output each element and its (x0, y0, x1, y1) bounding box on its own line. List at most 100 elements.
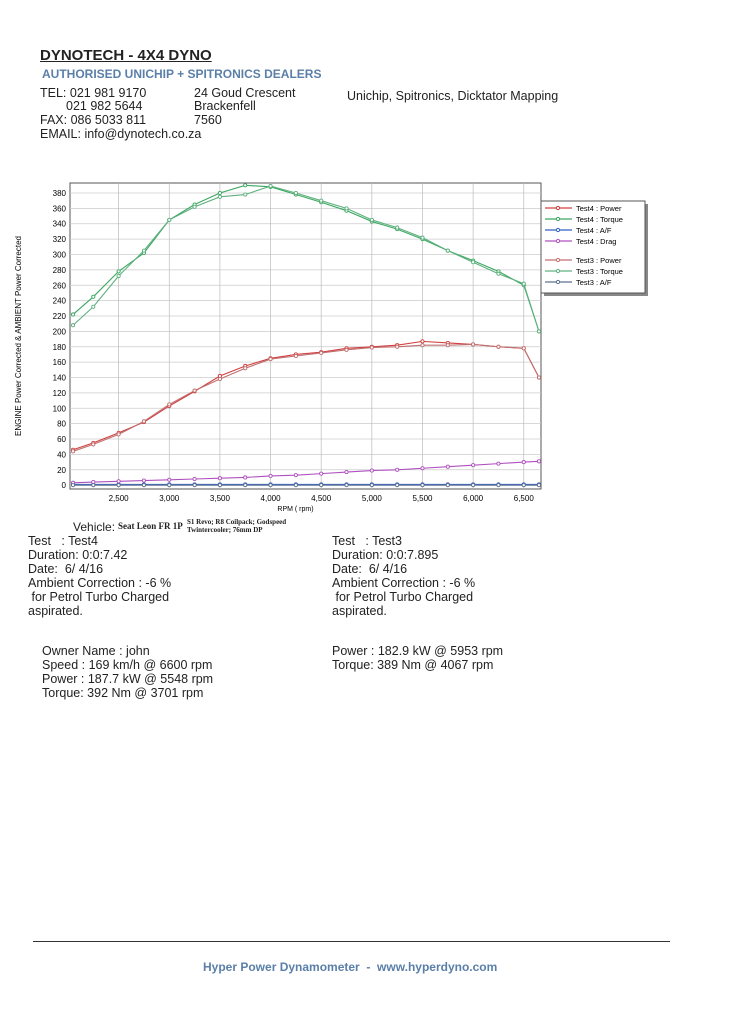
point (192, 483, 197, 488)
point (268, 483, 273, 488)
point (70, 323, 76, 328)
y-tick-label: 120 (53, 389, 67, 398)
point (116, 269, 121, 274)
line: Test : Test3 (332, 534, 402, 548)
line: Date: 6/ 4/16 (332, 562, 408, 576)
legend-dot (555, 268, 561, 274)
y-tick-label: 20 (57, 466, 66, 475)
y-tick-label: 80 (57, 420, 66, 429)
y-tick-label: 240 (53, 297, 67, 306)
x-tick-label: 2,500 (109, 494, 130, 503)
point (91, 442, 96, 447)
point (217, 190, 222, 196)
line: for Petrol Turbo Charged (28, 590, 170, 604)
point (167, 477, 172, 482)
legend-dot (555, 257, 561, 263)
test4: Test : Test4 Duration: 0:0:7.42 Date: 6/ 4… (28, 534, 171, 618)
y-axis-label: ENGINE Power Corrected & AMBIENT Power C… (14, 236, 23, 436)
x-tick-label: 4,500 (311, 494, 332, 503)
point (243, 475, 248, 480)
point (369, 468, 374, 473)
address: Brackenfell (194, 99, 256, 113)
legend (540, 200, 646, 294)
series-line (72, 184, 540, 332)
legend-label: Test3 : Power (576, 256, 622, 265)
y-tick-label: 280 (53, 266, 67, 275)
title: DYNOTECH - 4X4 DYNO (40, 47, 212, 64)
point (395, 483, 400, 488)
x-axis-label: RPM ( rpm) (277, 506, 313, 513)
test3: Test : Test3 Duration: 0:0:7.895 Date: 6/ … (332, 534, 475, 618)
point (521, 460, 526, 465)
point (369, 345, 374, 350)
line: Power : 187.7 kW @ 5548 rpm (42, 672, 214, 686)
line: Owner Name : john (42, 644, 150, 658)
line: aspirated. (332, 604, 387, 618)
x-tick-label: 3,000 (159, 494, 180, 503)
point (471, 463, 476, 468)
legend-dot (555, 227, 561, 233)
point (395, 225, 400, 230)
services: Unichip, Spitronics, Dicktator Mapping (347, 89, 559, 103)
address: 24 Goud Crescent (194, 86, 296, 100)
point (268, 184, 273, 189)
point (116, 273, 121, 279)
y-tick-label: 340 (53, 220, 67, 229)
point (141, 478, 146, 483)
y-tick-label: 260 (53, 281, 67, 290)
contact: 021 982 5644 (66, 99, 143, 113)
line: Ambient Correction : -6 % (332, 576, 476, 590)
point (395, 344, 400, 349)
point (91, 483, 96, 488)
contact: TEL: 021 981 9170 (40, 86, 147, 100)
results3: Power : 182.9 kW @ 5953 rpm Torque: 389 N… (332, 644, 503, 672)
y-tick-label: 300 (53, 251, 67, 260)
x-tick-label: 5,500 (412, 494, 433, 503)
legend-label: Test4 : Drag (576, 237, 616, 246)
legend-label: Test4 : Torque (576, 215, 623, 224)
line: Date: 6/ 4/16 (28, 562, 104, 576)
y-tick-label: 160 (53, 358, 67, 367)
point (319, 350, 324, 355)
subtitle: AUTHORISED UNICHIP + SPITRONICS DEALERS (42, 67, 322, 81)
y-tick-label: 360 (53, 204, 67, 213)
line: aspirated. (28, 604, 83, 618)
y-tick-label: 320 (53, 235, 67, 244)
point (268, 473, 273, 478)
y-tick-label: 200 (53, 327, 67, 336)
point (70, 483, 76, 488)
point (268, 357, 273, 362)
point (420, 235, 425, 240)
point (319, 471, 324, 476)
point (192, 476, 197, 482)
point (445, 483, 450, 488)
point (521, 281, 526, 286)
point (141, 248, 146, 253)
point (521, 483, 526, 488)
point (141, 483, 146, 488)
point (293, 190, 298, 196)
x-tick-label: 3,500 (210, 494, 231, 503)
legend-dot (555, 279, 561, 285)
y-tick-label: 380 (53, 189, 67, 198)
point (91, 294, 96, 299)
chart: 0 20 40 60 80 100 120 140 160 180 200 220 240 260 280 3… (14, 182, 648, 513)
point (471, 342, 476, 347)
vehicle-name: Seat Leon FR 1P (118, 521, 183, 531)
point (471, 483, 476, 488)
point (344, 206, 349, 211)
y-tick-label: 0 (62, 481, 67, 490)
rule (33, 941, 670, 942)
y-tick-label: 140 (53, 374, 67, 383)
line: Torque: 392 Nm @ 3701 rpm (42, 686, 204, 700)
point (319, 198, 324, 203)
x-tick-label: 6,000 (463, 494, 484, 503)
x-tick-label: 6,500 (514, 494, 535, 503)
line: Test : Test4 (28, 534, 98, 548)
y-tick-label: 220 (53, 312, 67, 321)
point (217, 483, 222, 488)
point (536, 483, 542, 488)
point (116, 483, 121, 488)
point (445, 343, 450, 348)
